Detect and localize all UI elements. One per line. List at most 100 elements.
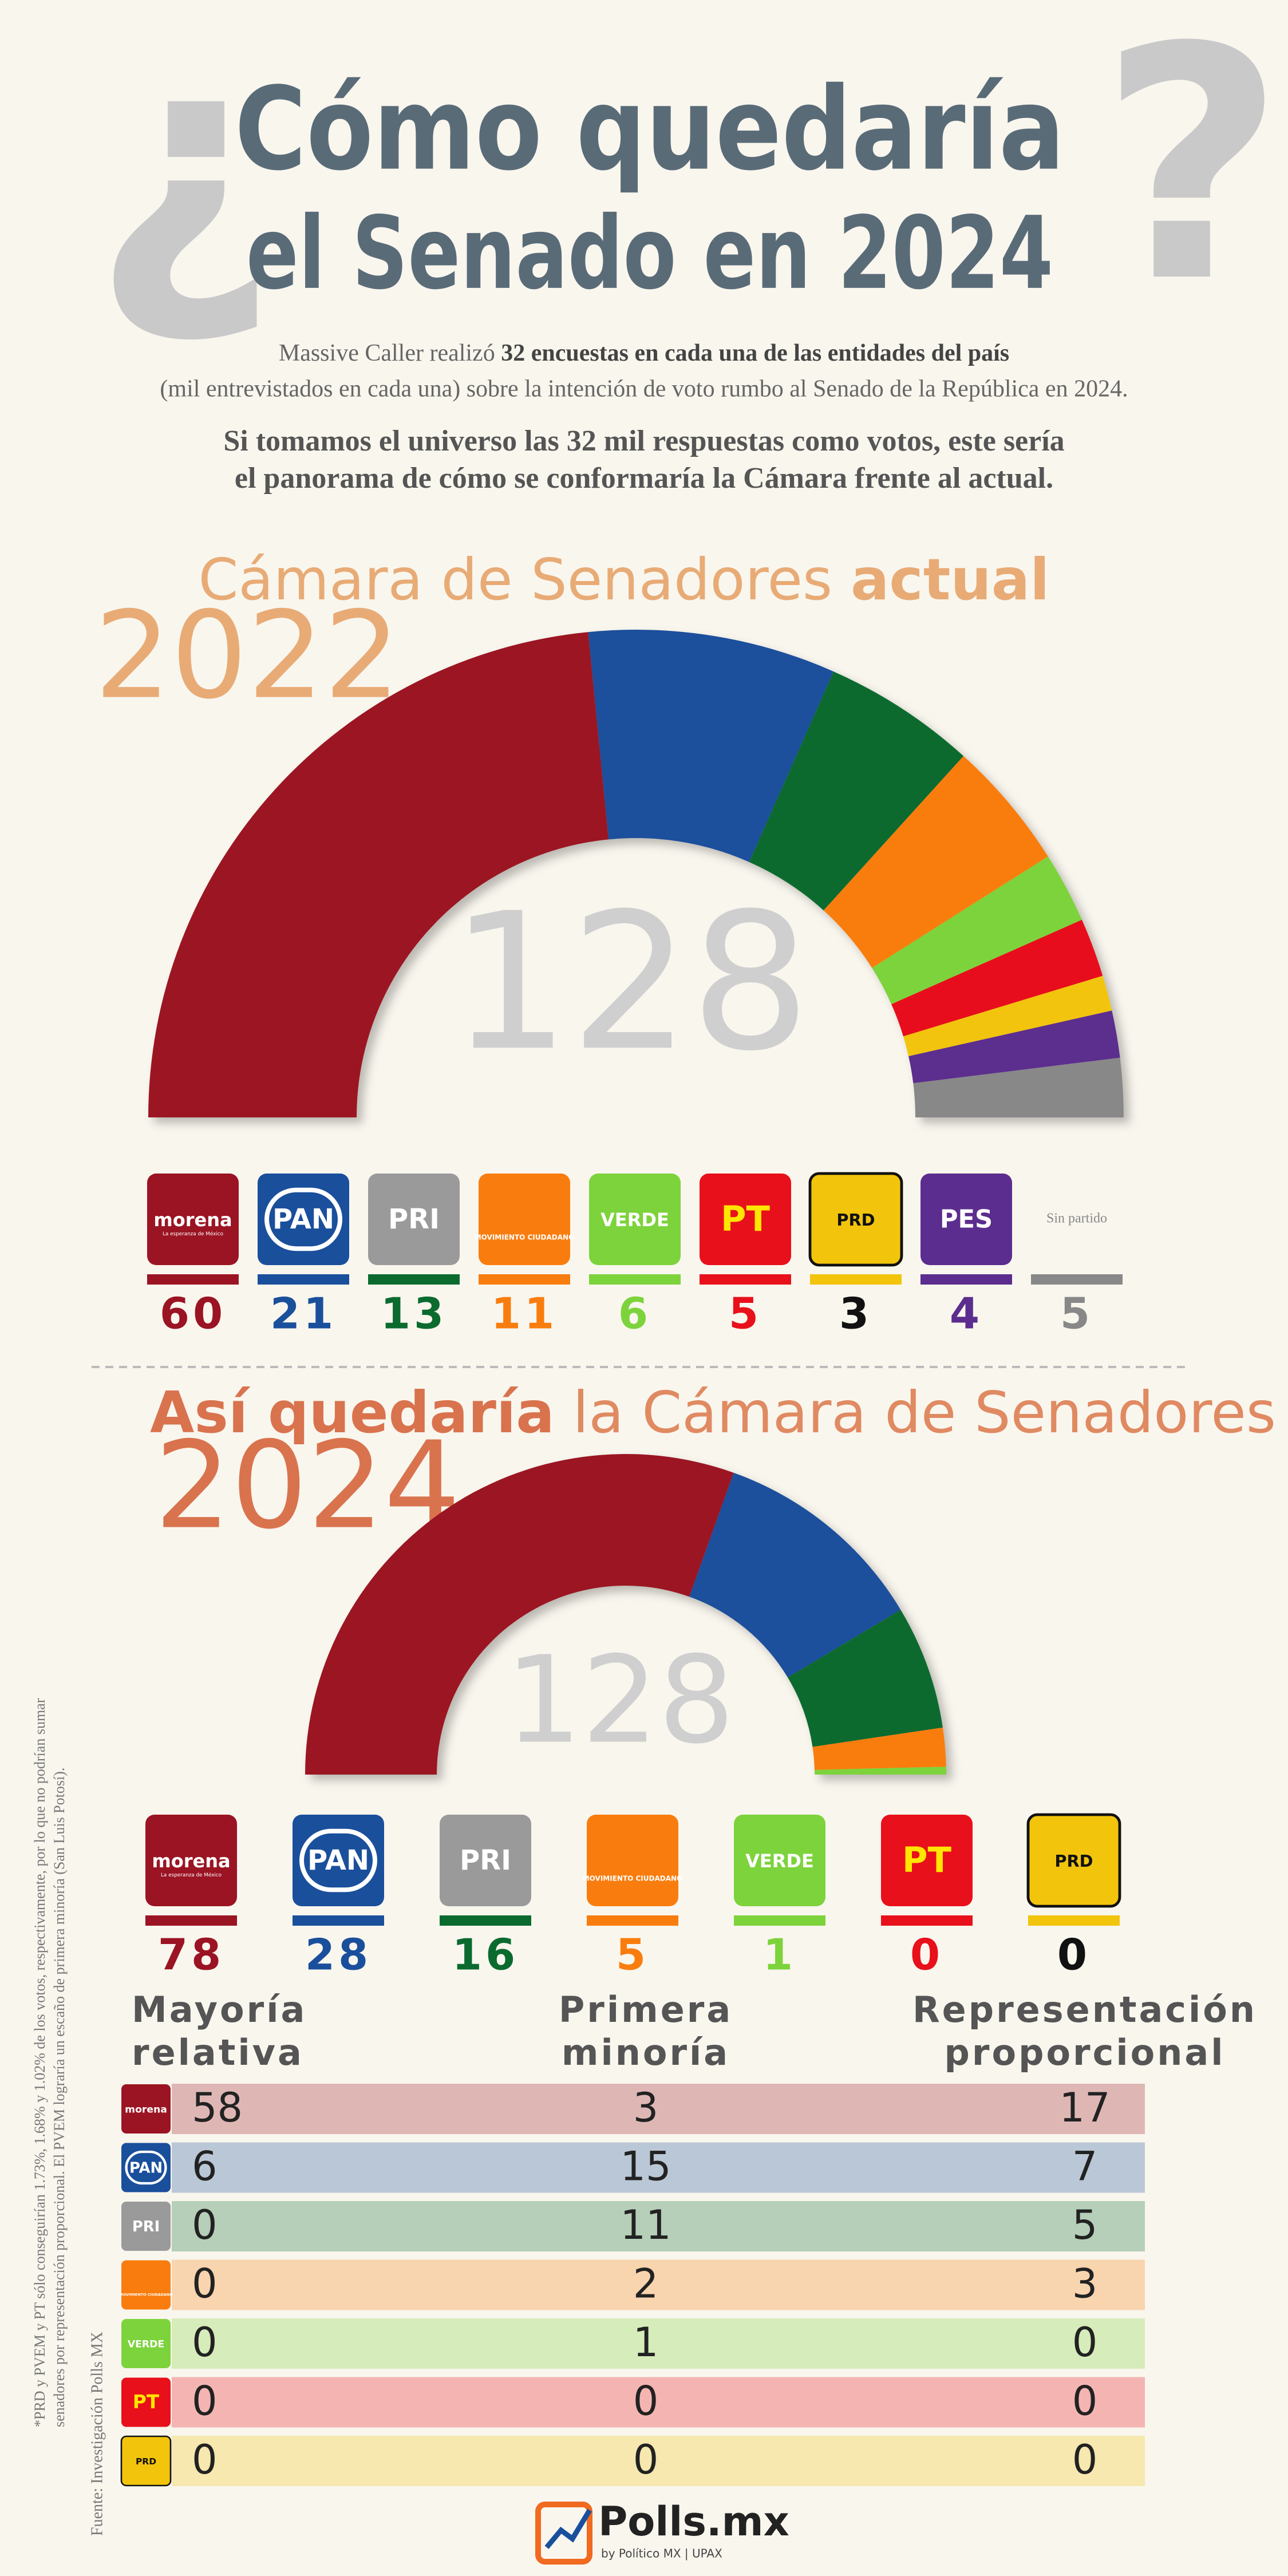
- logo-label: morena: [152, 1850, 230, 1872]
- source: Fuente: Investigación Polls MX: [88, 2332, 106, 2536]
- seat-count: 4: [950, 1289, 983, 1339]
- party-bar: [145, 1915, 237, 1926]
- table-cell: 2: [633, 2261, 659, 2308]
- party-bar: [147, 1274, 239, 1285]
- seat-count: 60: [160, 1289, 226, 1339]
- seat-segment: [749, 671, 964, 911]
- table-row: [172, 2377, 1145, 2428]
- table-header: proporcional: [945, 2032, 1226, 2073]
- logo-label: PAN: [129, 2160, 163, 2177]
- party-logo: [589, 1174, 681, 1265]
- table-row: [172, 2201, 1145, 2251]
- party-logo: [587, 1815, 678, 1906]
- seat-count: 5: [1060, 1289, 1093, 1339]
- table-cell: 1: [633, 2319, 659, 2366]
- seat-count: 6: [618, 1289, 651, 1339]
- logo-label: VERDE: [600, 1209, 669, 1231]
- intro-line: Massive Caller realizó 32 encuestas en c…: [279, 340, 1009, 366]
- logo-label: PRI: [388, 1203, 440, 1235]
- seat-segment: [908, 1010, 1120, 1084]
- table-cell: 0: [1072, 2319, 1098, 2366]
- party-bar: [440, 1915, 531, 1926]
- table-header: minoría: [562, 2032, 730, 2073]
- seat-count: 16: [452, 1930, 519, 1980]
- chart-year: 2022: [94, 586, 400, 726]
- party-bar: [700, 1274, 791, 1285]
- party-logo: [121, 2084, 171, 2134]
- table-cell: 0: [633, 2436, 659, 2483]
- seat-count: 13: [381, 1289, 447, 1339]
- seat-segment: [588, 630, 834, 862]
- party-bar: [589, 1274, 681, 1285]
- total-seats: 128: [505, 1630, 735, 1771]
- table-row: [172, 2259, 1145, 2310]
- logo-ring: [299, 1828, 377, 1893]
- semicircle: [305, 1454, 946, 1775]
- party-logo: [1026, 1813, 1121, 1908]
- seat-count: 0: [910, 1930, 943, 1980]
- logo-label: VERDE: [128, 2339, 164, 2350]
- open-mark: ¿: [92, 0, 278, 353]
- table-cell: 6: [192, 2143, 218, 2190]
- lead-line: Si tomamos el universo las 32 mil respue…: [223, 425, 1064, 457]
- close-mark: ?: [1099, 0, 1285, 353]
- seat-segment: [823, 756, 1048, 968]
- party-logo: [881, 1815, 973, 1906]
- party-bar: [587, 1915, 678, 1926]
- footer-icon-line: [544, 2508, 592, 2549]
- party-logo: [121, 2319, 171, 2368]
- party-logo: [121, 2260, 171, 2310]
- table-cell: 7: [1072, 2143, 1098, 2190]
- seat-segment: [872, 856, 1082, 1005]
- seat-count: 11: [491, 1289, 558, 1339]
- logo-label: morena: [153, 1209, 232, 1231]
- table-cell: 0: [1072, 2378, 1098, 2425]
- party-bar: [734, 1915, 825, 1926]
- party-logo: [734, 1815, 825, 1906]
- party-logo: [121, 2202, 171, 2251]
- table-cell: 0: [633, 2378, 659, 2425]
- seat-count: 5: [616, 1930, 649, 1980]
- seat-segment: [903, 975, 1112, 1057]
- semicircle: [148, 630, 1124, 1117]
- party-logo: [920, 1174, 1012, 1265]
- intro-line: (mil entrevistados en cada una) sobre la…: [160, 376, 1128, 402]
- table-cell: 0: [192, 2436, 218, 2483]
- party-logo: [147, 1174, 239, 1265]
- footer-brand: Polls.mx: [598, 2498, 789, 2545]
- logo-label: PRD: [136, 2456, 156, 2467]
- logo-label: PES: [940, 1206, 993, 1234]
- chart-title-emphasis: actual: [851, 546, 1050, 613]
- table-header: relativa: [132, 2032, 304, 2073]
- footer-icon: [535, 2502, 592, 2565]
- logo-label: MOVIMIENTO CIUDADANO: [475, 1234, 575, 1242]
- seat-count: 5: [729, 1289, 762, 1339]
- title-line: el Senado en 2024: [246, 196, 1053, 312]
- logo-label: MOVIMIENTO CIUDADANO: [119, 2293, 173, 2297]
- table-cell: 17: [1059, 2084, 1110, 2131]
- table-cell: 11: [620, 2202, 671, 2249]
- table-header: Mayoría: [132, 1989, 307, 2030]
- logo-label: PAN: [307, 1844, 369, 1876]
- logo-label: PRD: [1054, 1851, 1093, 1871]
- table-cell: 58: [192, 2084, 243, 2131]
- party-bar: [293, 1915, 384, 1926]
- table-row: [172, 2318, 1145, 2369]
- party-bar: [810, 1274, 902, 1285]
- seat-segment: [788, 1610, 943, 1747]
- seat-count: 3: [839, 1289, 872, 1339]
- party-bar: [920, 1274, 1012, 1285]
- logo-label: PT: [133, 2391, 160, 2413]
- logo-label: PRD: [836, 1210, 875, 1230]
- party-logo: [479, 1174, 570, 1265]
- footnote: senadores por representación proporciona…: [51, 1768, 68, 2427]
- chart-title-text: la Cámara de Senadores: [573, 1379, 1276, 1446]
- party-logo: [808, 1172, 903, 1267]
- party-logo: [145, 1815, 237, 1906]
- party-logo: [368, 1174, 460, 1265]
- seat-count: 78: [158, 1930, 224, 1980]
- chart-title-emphasis: Así quedaría: [150, 1379, 555, 1446]
- table-cell: 0: [192, 2202, 218, 2249]
